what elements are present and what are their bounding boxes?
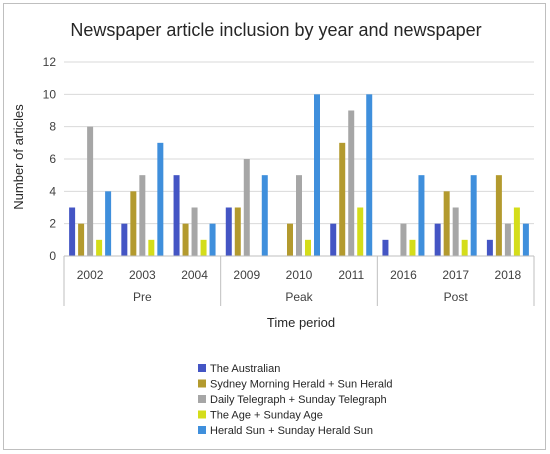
x-tick-label: 2017 (442, 268, 469, 282)
x-tick-label: 2011 (338, 268, 364, 282)
chart-frame: Newspaper article inclusion by year and … (3, 3, 546, 450)
bar (495, 175, 502, 256)
bar (191, 207, 198, 256)
x-axis-label: Time period (267, 315, 335, 330)
legend-label: The Australian (210, 363, 280, 375)
chart-title: Newspaper article inclusion by year and … (70, 20, 481, 40)
bar (452, 207, 459, 256)
legend-swatch (198, 364, 206, 372)
legend-swatch (198, 395, 206, 403)
bar (400, 223, 407, 256)
x-tick-label: 2016 (390, 268, 417, 282)
bar (157, 142, 164, 256)
bar (130, 191, 137, 256)
y-tick-label: 12 (43, 55, 57, 69)
bar (418, 175, 425, 256)
y-tick-labels: 0 2 4 6 8 10 12 (43, 55, 57, 263)
x-tick-label: 2009 (233, 268, 260, 282)
bar (78, 223, 85, 256)
bar (225, 207, 232, 256)
x-tick-label: 2004 (181, 268, 208, 282)
bar (148, 239, 155, 256)
bar (409, 239, 416, 256)
bar (139, 175, 146, 256)
bar (461, 239, 468, 256)
y-tick-label: 4 (49, 184, 56, 198)
bar (296, 175, 302, 256)
bar (330, 223, 337, 256)
bar (173, 175, 180, 256)
bar-chart: Newspaper article inclusion by year and … (11, 20, 535, 437)
legend-swatch (198, 426, 206, 434)
bar (105, 191, 112, 256)
bar (382, 239, 389, 256)
bar (209, 223, 216, 256)
y-tick-label: 0 (49, 249, 56, 263)
bar (314, 94, 320, 256)
x-axis: 2002 2003 2004 2009 2010 2011 2016 2017 2018 Pre P… (63, 255, 535, 306)
y-axis-label: Number of articles (11, 104, 26, 210)
bars (69, 94, 529, 257)
y-tick-label: 2 (49, 217, 56, 231)
bar (504, 223, 511, 256)
legend-label: Sydney Morning Herald + Sun Herald (210, 379, 393, 391)
bar (522, 223, 529, 256)
bar (96, 239, 103, 256)
legend-label: The Age + Sunday Age (210, 410, 323, 422)
legend-label: Daily Telegraph + Sunday Telegraph (210, 394, 387, 406)
y-tick-label: 10 (43, 87, 57, 101)
x-group-label: Post (444, 290, 469, 304)
x-group-label: Pre (133, 290, 152, 304)
bar (243, 159, 250, 256)
x-group-label: Peak (285, 290, 313, 304)
bar (287, 223, 293, 256)
bar (348, 110, 355, 256)
legend-swatch (198, 379, 206, 388)
bar (366, 94, 373, 256)
bar (357, 207, 364, 256)
bar (69, 207, 76, 256)
bar (121, 223, 128, 256)
bar (434, 223, 441, 256)
x-tick-label: 2003 (129, 268, 156, 282)
bar (234, 207, 241, 256)
legend-label: Herald Sun + Sunday Herald Sun (210, 425, 373, 437)
x-tick-label: 2018 (495, 268, 522, 282)
y-tick-label: 6 (49, 152, 56, 166)
bar (87, 126, 94, 257)
bar (443, 191, 450, 256)
bar (470, 175, 477, 256)
bar (261, 175, 268, 256)
legend: The Australian Sydney Morning Herald + Su… (198, 363, 393, 437)
bar (182, 223, 189, 256)
bar (339, 142, 346, 256)
bar (486, 239, 493, 256)
bar (200, 239, 207, 256)
bar (513, 207, 520, 256)
bar (305, 239, 311, 256)
legend-swatch (198, 410, 206, 419)
y-tick-label: 8 (49, 120, 56, 134)
x-tick-label: 2010 (286, 268, 313, 282)
x-tick-label: 2002 (77, 268, 104, 282)
